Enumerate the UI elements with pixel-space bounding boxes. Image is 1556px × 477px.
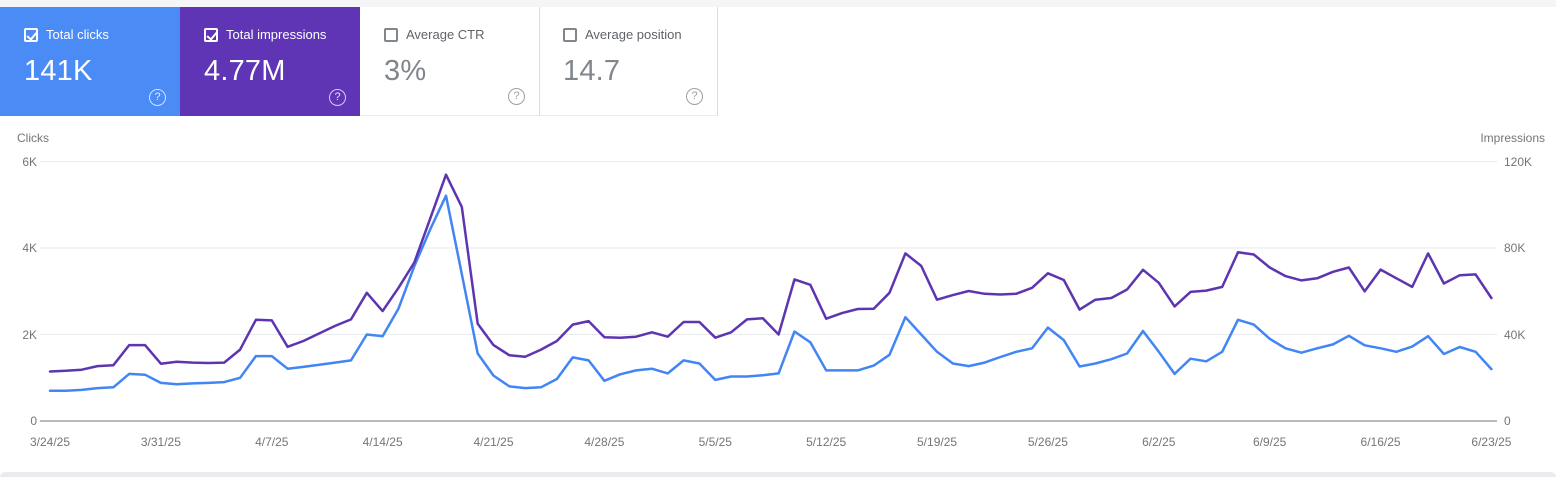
average-position-checkbox[interactable] xyxy=(563,27,577,42)
help-icon[interactable]: ? xyxy=(149,89,166,106)
average-position-card[interactable]: Average position 14.7 ? xyxy=(539,7,718,116)
bottom-strip xyxy=(0,472,1556,477)
help-icon[interactable]: ? xyxy=(508,88,525,105)
chart-plot-area[interactable] xyxy=(0,116,1556,472)
average-ctr-card[interactable]: Average CTR 3% ? xyxy=(360,7,539,116)
average-ctr-label: Average CTR xyxy=(406,27,485,42)
help-icon[interactable]: ? xyxy=(686,88,703,105)
total-impressions-label: Total impressions xyxy=(226,27,327,42)
total-clicks-label: Total clicks xyxy=(46,27,109,42)
total-impressions-card[interactable]: Total impressions 4.77M ? xyxy=(180,7,360,116)
total-clicks-checkbox[interactable] xyxy=(24,27,38,42)
performance-line-chart[interactable]: Clicks Impressions 6K 4K 2K 0 120K 80K 40K 0 3/… xyxy=(0,116,1556,472)
total-clicks-card[interactable]: Total clicks 141K ? xyxy=(0,7,180,116)
average-position-label: Average position xyxy=(585,27,682,42)
right-axis-title: Impressions xyxy=(1480,131,1545,145)
help-icon[interactable]: ? xyxy=(329,89,346,106)
average-ctr-value: 3% xyxy=(384,55,427,87)
card-divider xyxy=(539,7,540,116)
total-impressions-value: 4.77M xyxy=(204,55,286,87)
total-clicks-value: 141K xyxy=(24,55,93,87)
left-axis-title: Clicks xyxy=(17,131,49,145)
average-position-value: 14.7 xyxy=(563,55,621,87)
metric-cards: Total clicks 141K ? Total impressions 4.… xyxy=(0,7,718,116)
average-ctr-checkbox[interactable] xyxy=(384,27,398,42)
top-strip xyxy=(0,0,1556,7)
total-impressions-checkbox[interactable] xyxy=(204,27,218,42)
